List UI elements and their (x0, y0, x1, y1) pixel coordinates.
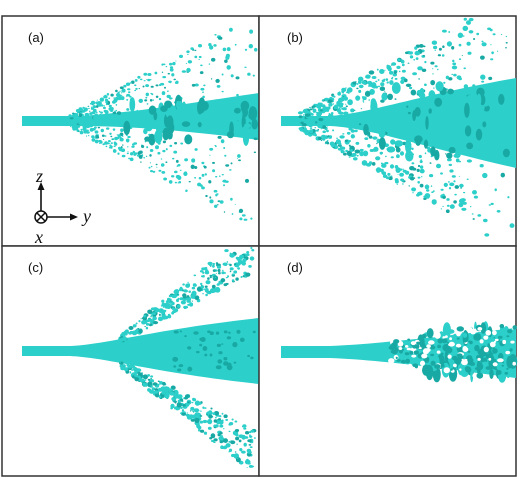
panel-a: (a) z y x (1, 15, 260, 247)
droplet-cloud-b (297, 17, 516, 237)
panel-label-c: (c) (28, 260, 43, 275)
liquid-jet-b (281, 78, 516, 168)
axis-glyph: z y x (34, 166, 91, 247)
z-axis-label: z (35, 166, 43, 186)
panel-d: (d) (258, 245, 518, 477)
droplet-cloud-a (68, 27, 260, 221)
droplet-cloud-d (388, 321, 518, 383)
droplet-cloud-c (118, 247, 257, 469)
y-axis-label: y (81, 206, 91, 226)
panel-label-d: (d) (287, 260, 303, 275)
liquid-jet-c (22, 318, 259, 384)
panel-c: (c) (1, 245, 260, 477)
x-axis-label: x (34, 227, 43, 247)
panel-label-b: (b) (287, 30, 303, 45)
panel-b: (b) (258, 15, 517, 247)
panel-label-a: (a) (28, 30, 44, 45)
